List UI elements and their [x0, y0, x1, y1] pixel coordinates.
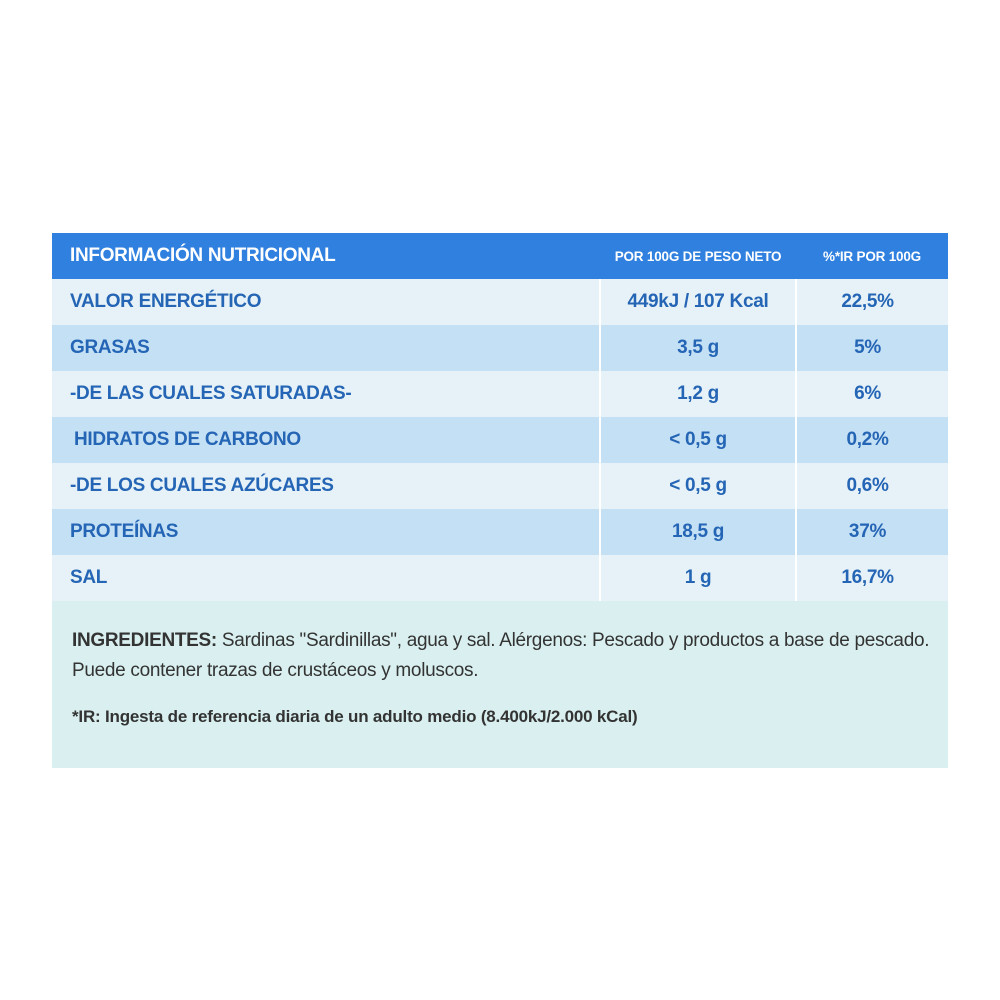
table-row: -DE LAS CUALES SATURADAS- 1,2 g 6% [52, 371, 948, 417]
table-header-row: INFORMACIÓN NUTRICIONAL POR 100G DE PESO… [52, 233, 948, 279]
row-percent: 16,7% [841, 567, 894, 588]
table-row: PROTEÍNAS 18,5 g 37% [52, 509, 948, 555]
row-name: -DE LOS CUALES AZÚCARES [70, 475, 334, 496]
row-name: PROTEÍNAS [70, 521, 179, 542]
row-percent: 0,2% [846, 429, 889, 450]
row-percent: 5% [854, 337, 881, 358]
header-percent-ir: %*IR POR 100G [823, 248, 921, 264]
ingredients-label: INGREDIENTES: [72, 630, 217, 651]
table-row: GRASAS 3,5 g 5% [52, 325, 948, 371]
header-per-100g: POR 100G DE PESO NETO [614, 248, 782, 264]
row-value: 449kJ / 107 Kcal [599, 279, 797, 325]
row-percent: 37% [848, 521, 887, 542]
table-row: VALOR ENERGÉTICO 449kJ / 107 Kcal 22,5% [52, 279, 948, 325]
row-name: VALOR ENERGÉTICO [70, 291, 262, 312]
ingredients-body: Sardinas "Sardinillas", agua y sal. Alér… [72, 630, 930, 681]
reference-intake-note: *IR: Ingesta de referencia diaria de un … [72, 707, 638, 726]
row-name: HIDRATOS DE CARBONO [74, 429, 301, 450]
nutrition-table: INFORMACIÓN NUTRICIONAL POR 100G DE PESO… [52, 233, 948, 601]
header-nutrition-info: INFORMACIÓN NUTRICIONAL [70, 245, 336, 266]
table-row: HIDRATOS DE CARBONO < 0,5 g 0,2% [52, 417, 948, 463]
row-value: 1,2 g [599, 371, 797, 417]
row-value: 3,5 g [599, 325, 797, 371]
notes-section: INGREDIENTES: Sardinas "Sardinillas", ag… [72, 626, 932, 727]
row-percent: 22,5% [841, 291, 894, 312]
row-value: 1 g [599, 555, 797, 601]
row-value: 18,5 g [599, 509, 797, 555]
row-percent: 6% [854, 383, 881, 404]
table-row: SAL 1 g 16,7% [52, 555, 948, 601]
nutrition-card: INFORMACIÓN NUTRICIONAL POR 100G DE PESO… [52, 233, 948, 768]
row-percent: 0,6% [846, 475, 889, 496]
row-name: GRASAS [70, 337, 150, 358]
row-value: < 0,5 g [599, 463, 797, 509]
row-name: -DE LAS CUALES SATURADAS- [70, 383, 352, 404]
table-row: -DE LOS CUALES AZÚCARES < 0,5 g 0,6% [52, 463, 948, 509]
row-name: SAL [70, 567, 108, 588]
ingredients-text: INGREDIENTES: Sardinas "Sardinillas", ag… [72, 626, 932, 686]
row-value: < 0,5 g [599, 417, 797, 463]
